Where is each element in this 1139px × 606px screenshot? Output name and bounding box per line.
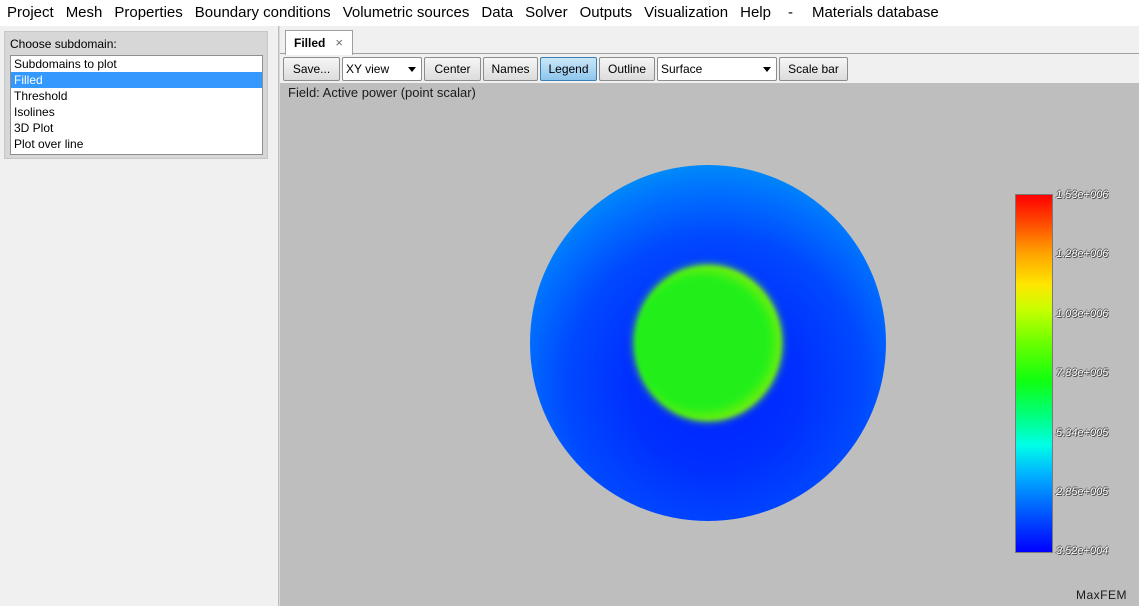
menu-mesh[interactable]: Mesh <box>65 4 103 21</box>
subdomain-list[interactable]: Subdomains to plot Filled Threshold Isol… <box>10 55 263 155</box>
menu-separator: - <box>787 4 793 21</box>
view-select[interactable]: XY view <box>342 57 422 81</box>
tab-filled[interactable]: Filled × <box>285 30 353 55</box>
menu-materials-database[interactable]: Materials database <box>811 4 939 21</box>
list-item-isolines[interactable]: Isolines <box>14 105 55 119</box>
scale-bar-button[interactable]: Scale bar <box>779 57 848 81</box>
menu-solver[interactable]: Solver <box>525 4 568 21</box>
representation-select[interactable]: Surface <box>657 57 777 81</box>
legend-label-2: 1.28e+006 <box>1056 248 1109 260</box>
save-button[interactable]: Save... <box>283 57 340 81</box>
legend-toggle-button[interactable]: Legend <box>540 57 597 81</box>
representation-select-value: Surface <box>661 62 703 76</box>
outline-button[interactable]: Outline <box>599 57 655 81</box>
legend-label-3: 1.03e+006 <box>1056 308 1109 320</box>
render-viewport[interactable]: Field: Active power (point scalar) 1.53e… <box>280 83 1139 606</box>
menu-data[interactable]: Data <box>481 4 514 21</box>
color-legend-bar <box>1015 194 1053 553</box>
menu-project[interactable]: Project <box>7 4 54 21</box>
legend-label-min: 3.52e+004 <box>1056 545 1109 557</box>
visualization-area: Filled × Save... XY view Center Names Le… <box>280 26 1139 606</box>
tab-strip: Filled × <box>280 26 1139 55</box>
domain-disc <box>530 165 886 521</box>
legend-label-4: 7.83e+005 <box>1056 367 1109 379</box>
menu-volumetric-sources[interactable]: Volumetric sources <box>342 4 470 21</box>
list-item-plot-over-line[interactable]: Plot over line <box>14 137 84 151</box>
list-item-threshold[interactable]: Threshold <box>14 89 68 103</box>
toolbar: Save... XY view Center Names Legend Outl… <box>280 56 1139 82</box>
subdomain-panel: Choose subdomain: Subdomains to plot Fil… <box>4 31 268 159</box>
hot-region <box>634 265 782 421</box>
chevron-down-icon <box>763 67 771 72</box>
list-item-subdomains-to-plot[interactable]: Subdomains to plot <box>14 57 117 71</box>
center-button[interactable]: Center <box>424 57 481 81</box>
view-select-value: XY view <box>346 62 390 76</box>
list-item-filled[interactable]: Filled <box>11 72 262 88</box>
menu-properties[interactable]: Properties <box>114 4 183 21</box>
list-item-3d-plot[interactable]: 3D Plot <box>14 121 54 135</box>
menu-boundary-conditions[interactable]: Boundary conditions <box>194 4 331 21</box>
brand-watermark: MaxFEM <box>1076 588 1127 602</box>
legend-label-6: 2.85e+005 <box>1056 486 1109 498</box>
subdomain-panel-title: Choose subdomain: <box>10 37 117 51</box>
menu-outputs[interactable]: Outputs <box>579 4 633 21</box>
legend-label-5: 5.34e+005 <box>1056 427 1109 439</box>
menu-help[interactable]: Help <box>740 4 771 21</box>
tab-filled-label: Filled <box>294 36 326 50</box>
menubar: Project Mesh Properties Boundary conditi… <box>0 0 1139 26</box>
close-icon[interactable]: × <box>335 35 343 50</box>
legend-label-max: 1.53e+006 <box>1056 189 1109 201</box>
menu-visualization[interactable]: Visualization <box>644 4 729 21</box>
field-label: Field: Active power (point scalar) <box>288 85 476 100</box>
names-button[interactable]: Names <box>483 57 538 81</box>
panel-splitter[interactable] <box>278 26 280 606</box>
chevron-down-icon <box>408 67 416 72</box>
